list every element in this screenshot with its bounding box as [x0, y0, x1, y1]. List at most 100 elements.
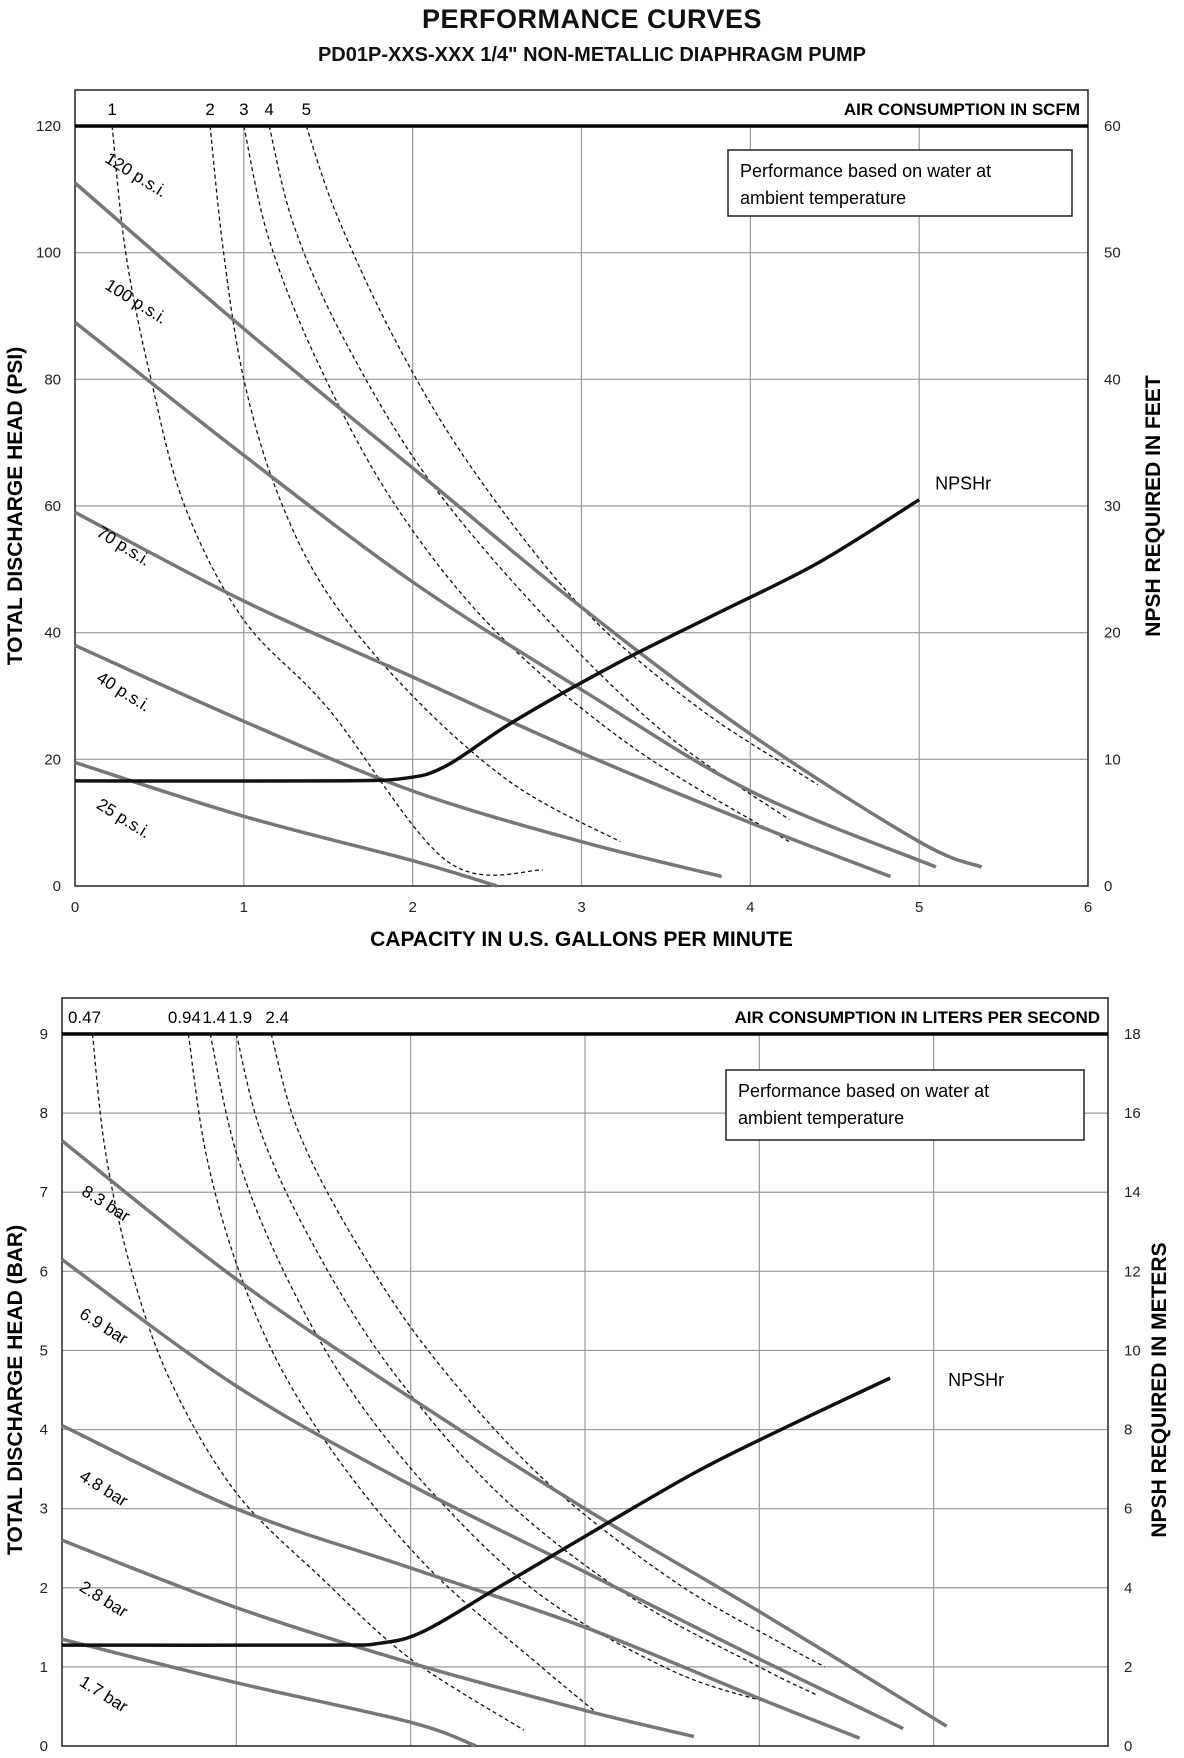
y2-tick-label: 18	[1124, 1026, 1141, 1043]
y2-tick-label: 2	[1124, 1659, 1132, 1676]
air-curve-label: 5	[302, 100, 311, 119]
air-curve	[91, 1033, 525, 1731]
y2-tick-label: 4	[1124, 1580, 1132, 1597]
y2-tick-label: 12	[1124, 1263, 1141, 1280]
y-axis-label: TOTAL DISCHARGE HEAD (BAR)	[4, 1225, 27, 1555]
head-curve	[73, 181, 983, 869]
y2-tick-label: 0	[1124, 1738, 1132, 1755]
plot-frame	[61, 997, 1109, 1747]
y-tick-label: 7	[40, 1184, 48, 1201]
y2-axis-label: NPSH REQUIRED IN METERS	[1148, 1242, 1171, 1537]
air-curve-label: 1.9	[229, 1008, 253, 1027]
air-curve	[270, 1033, 826, 1668]
y-tick-label: 20	[44, 751, 61, 768]
x-tick-label: 4	[746, 899, 754, 916]
air-curve	[209, 125, 621, 843]
air-curve-label: 2	[205, 100, 214, 119]
head-curve	[74, 760, 498, 888]
air-curve-label: 0.94	[168, 1008, 201, 1027]
y2-tick-label: 20	[1104, 625, 1121, 642]
plot-frame	[74, 89, 1089, 887]
y-axis-label: TOTAL DISCHARGE HEAD (PSI)	[4, 347, 27, 666]
air-consumption-label: AIR CONSUMPTION IN LITERS PER SECOND	[734, 1008, 1100, 1027]
npsh-curve-label: NPSHr	[948, 1370, 1004, 1390]
air-curve	[209, 1033, 769, 1704]
note-box	[725, 1069, 1085, 1141]
tick-labels: 048121620240123456789024681012141618	[40, 1026, 1141, 1755]
head-curve-label: 6.9 bar	[76, 1304, 131, 1348]
note-line-1: Performance based on water at	[738, 1081, 989, 1101]
note-line-1: Performance based on water at	[740, 161, 991, 181]
y-tick-label: 0	[40, 1738, 48, 1755]
note-line-2: ambient temperature	[738, 1108, 904, 1128]
air-curve	[243, 125, 790, 843]
air-curve	[187, 1033, 595, 1711]
head-curve-label: 4.8 bar	[76, 1466, 131, 1510]
air-curve	[111, 125, 543, 876]
x-tick-label: 0	[71, 899, 79, 916]
y-tick-label: 2	[40, 1580, 48, 1597]
y-tick-label: 3	[40, 1501, 48, 1518]
y-tick-label: 40	[44, 625, 61, 642]
x-tick-label: 1	[240, 899, 248, 916]
y-tick-label: 9	[40, 1026, 48, 1043]
y-tick-label: 120	[36, 118, 61, 135]
y-tick-label: 8	[40, 1105, 48, 1122]
y2-tick-label: 30	[1104, 498, 1121, 515]
y-tick-label: 1	[40, 1659, 48, 1676]
y-tick-label: 6	[40, 1263, 48, 1280]
air-curve	[305, 125, 819, 786]
y-tick-label: 0	[53, 878, 61, 895]
head-curve	[74, 643, 723, 879]
head-curve	[61, 1637, 477, 1748]
head-curve	[61, 1424, 861, 1740]
y-tick-label: 60	[44, 498, 61, 515]
air-curve-label: 1	[107, 100, 116, 119]
air-curve-label: 3	[239, 100, 248, 119]
page-title: PERFORMANCE CURVES	[421, 4, 763, 34]
air-curve-label: 4	[264, 100, 273, 119]
y2-tick-label: 8	[1124, 1422, 1132, 1439]
x-tick-label: 3	[577, 899, 585, 916]
y2-tick-label: 14	[1124, 1184, 1141, 1201]
head-curve-label: 1.7 bar	[76, 1672, 131, 1716]
y2-tick-label: 60	[1104, 118, 1121, 135]
y2-tick-label: 6	[1124, 1501, 1132, 1518]
y2-tick-label: 16	[1124, 1105, 1141, 1122]
note-box	[727, 149, 1073, 217]
head-curve-label: 2.8 bar	[76, 1577, 131, 1621]
air-curve-label: 1.4	[202, 1008, 226, 1027]
head-curve	[74, 510, 892, 879]
y2-tick-label: 40	[1104, 371, 1121, 388]
chart-gpm-psi: 0 1 2 3 4 5 60204060801001200102030405060CAPAC…	[4, 89, 1165, 951]
x-tick-label: 5	[915, 899, 923, 916]
head-curves: 8.3 bar 6.9 bar 4.8 bar 2.8 bar 1.7 bar	[60, 1139, 948, 1748]
air-consumption-curves: 0.47 0.94 1.4 1.9 2.4	[68, 1008, 826, 1731]
air-curve-label: 0.47	[68, 1008, 101, 1027]
head-curve-label: 8.3 bar	[78, 1182, 133, 1226]
npsh-curve-label: NPSHr	[935, 474, 991, 494]
x-tick-label: 6	[1084, 899, 1092, 916]
y2-axis-label: NPSH REQUIRED IN FEET	[1142, 375, 1165, 637]
page-subtitle: PD01P-XXS-XXX 1/4" NON-METALLIC DIAPHRAG…	[317, 44, 867, 66]
y2-tick-label: 0	[1104, 878, 1112, 895]
note-line-2: ambient temperature	[740, 188, 906, 208]
head-curve	[73, 320, 937, 869]
y-tick-label: 4	[40, 1422, 48, 1439]
air-consumption-label: AIR CONSUMPTION IN SCFM	[844, 100, 1080, 119]
air-curve-label: 2.4	[265, 1008, 289, 1027]
air-curve	[235, 1033, 817, 1696]
y-tick-label: 80	[44, 371, 61, 388]
y2-tick-label: 10	[1104, 751, 1121, 768]
x-axis-label: CAPACITY IN U.S. GALLONS PER MINUTE	[370, 928, 793, 951]
head-curve	[60, 1258, 904, 1731]
npsh-curve	[61, 1376, 891, 1648]
npsh-curve	[74, 498, 921, 783]
head-curve	[60, 1139, 948, 1728]
head-curve	[61, 1538, 695, 1739]
y-tick-label: 100	[36, 245, 61, 262]
y2-tick-label: 50	[1104, 245, 1121, 262]
y-tick-label: 5	[40, 1342, 48, 1359]
